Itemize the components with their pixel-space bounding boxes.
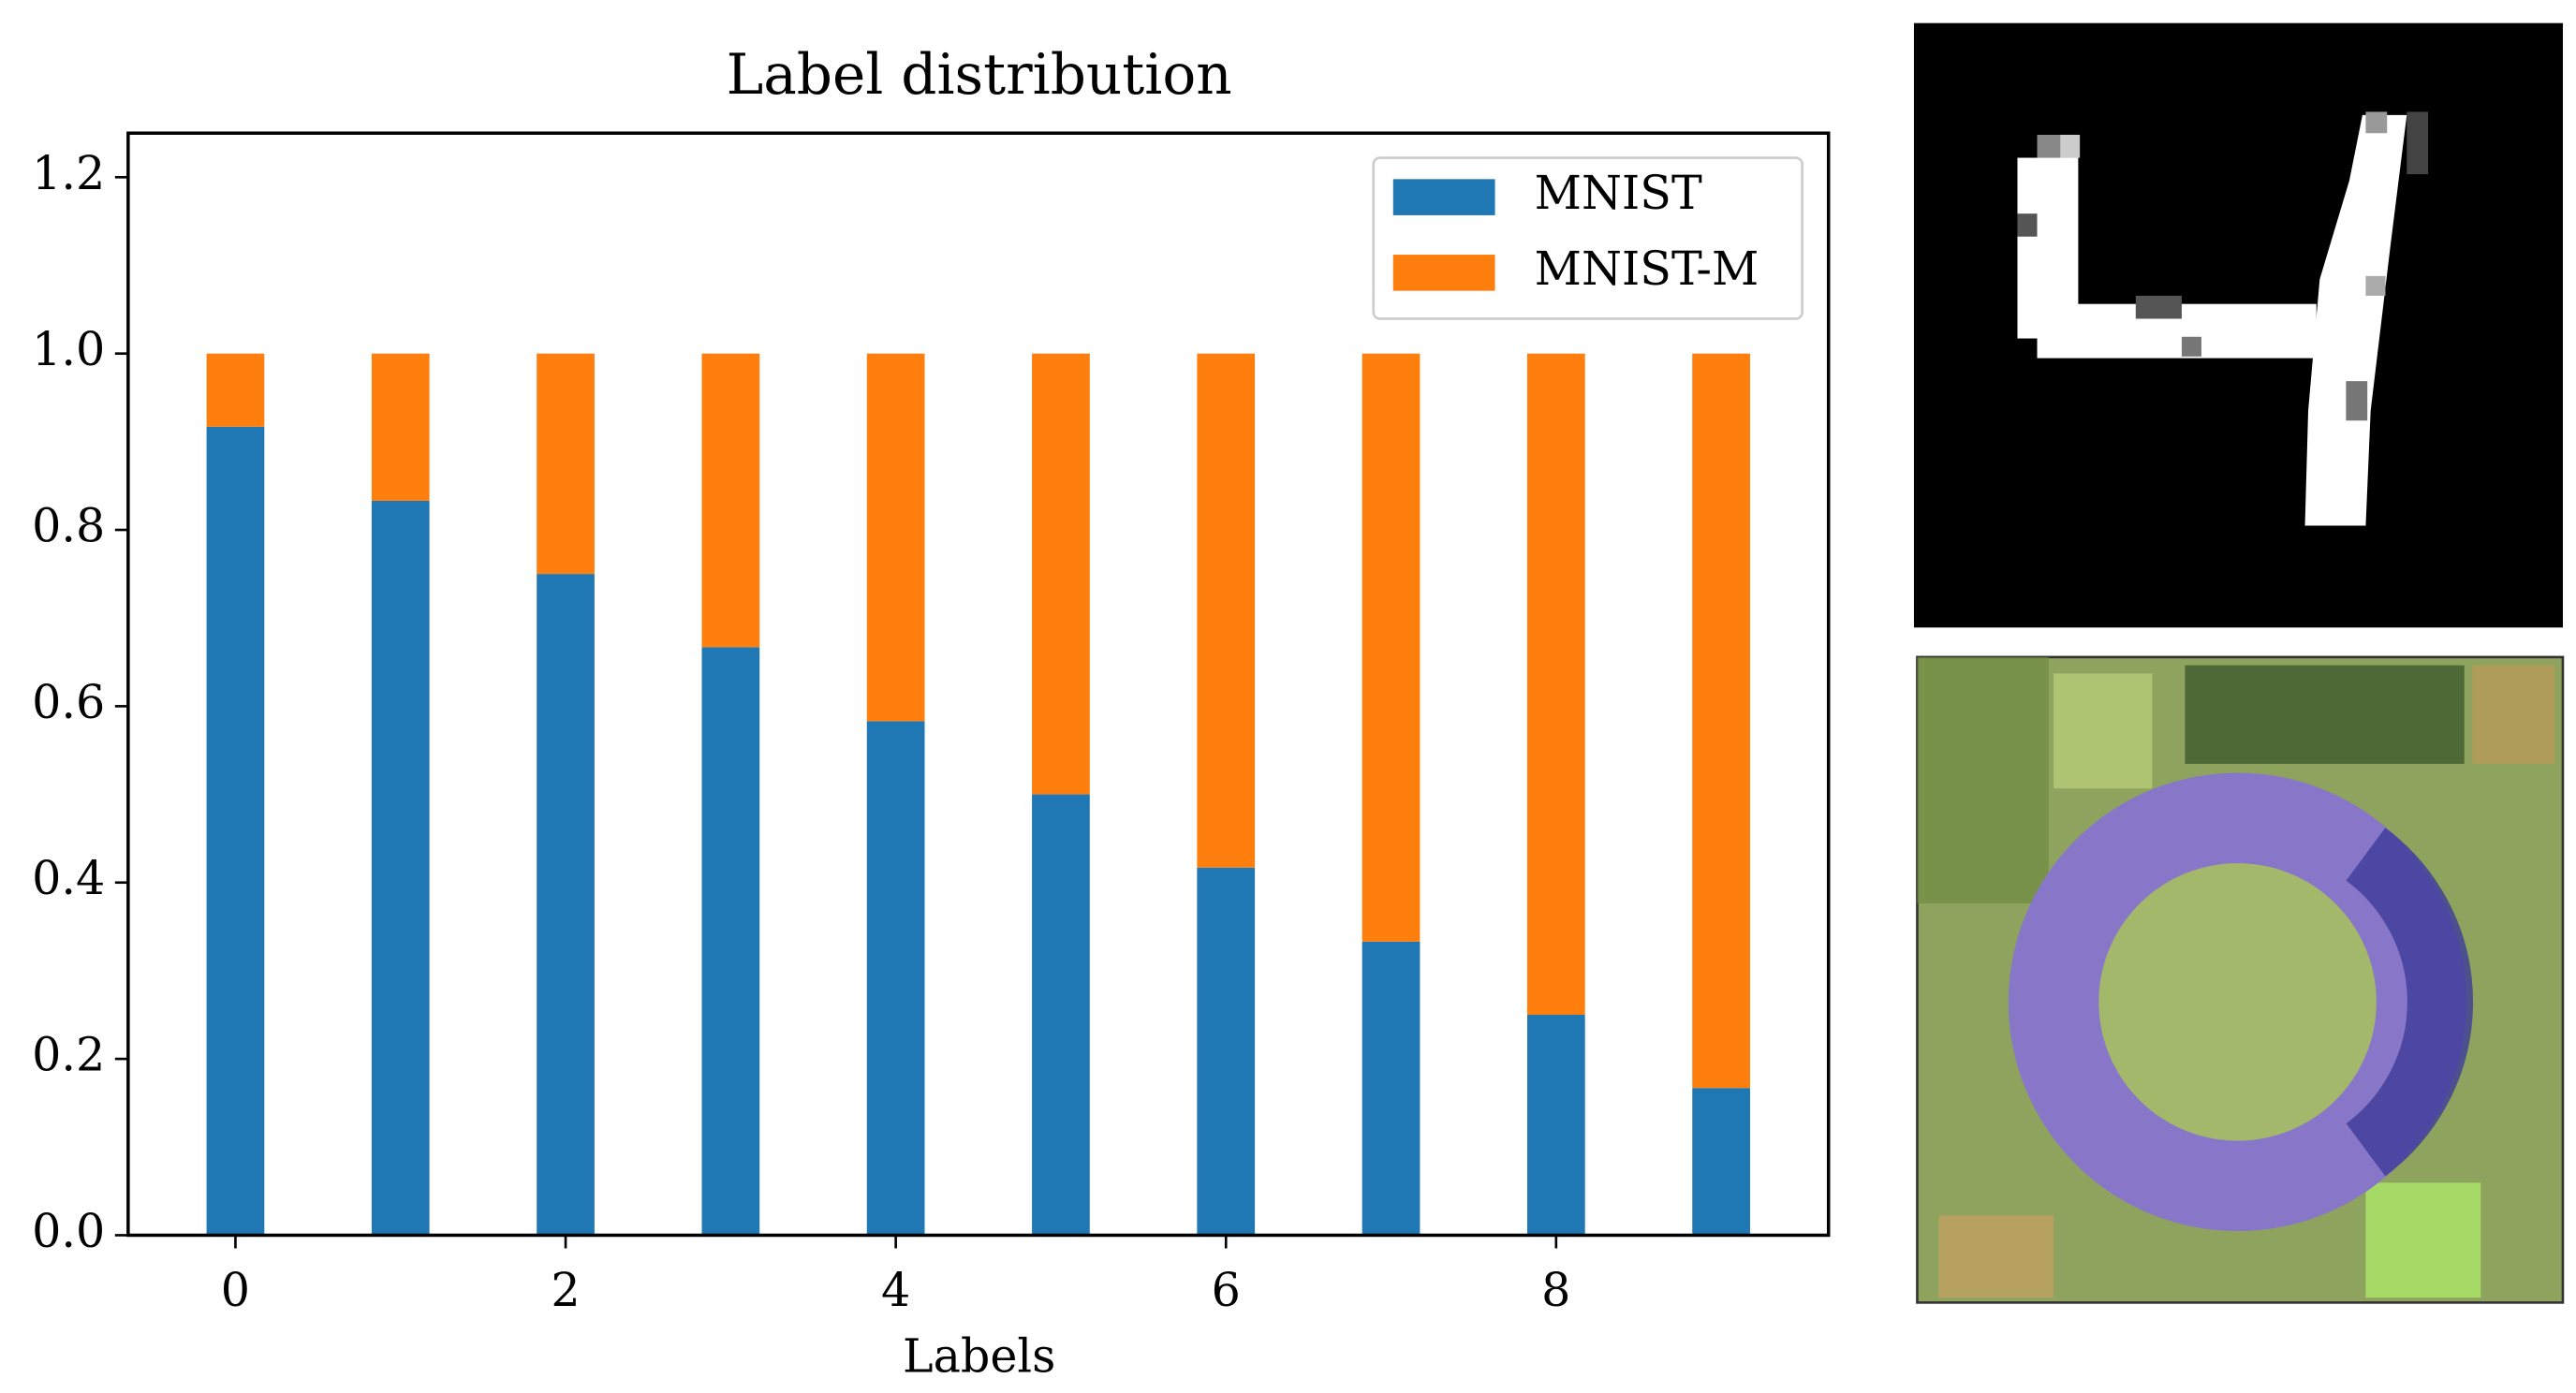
y-tick-label: 0.6 [32, 675, 105, 729]
bar-segment [701, 353, 760, 648]
x-tick-label: 4 [881, 1263, 910, 1317]
bar-segment [371, 353, 430, 501]
bar-segment [537, 353, 595, 575]
plot-area [206, 353, 1750, 1236]
bar-segment [1197, 867, 1256, 1236]
bar-segment [1526, 353, 1585, 1016]
mnist-sample-image [1913, 22, 2563, 628]
bar-segment [1526, 1015, 1585, 1236]
x-tick-label: 0 [221, 1263, 250, 1317]
chart-title: Label distribution [727, 43, 1232, 108]
y-tick-label: 0.0 [32, 1204, 105, 1258]
bar-segment [1692, 1088, 1750, 1236]
y-tick-label: 0.2 [32, 1028, 105, 1082]
bar-segment [1362, 941, 1420, 1236]
y-tick-label: 1.0 [32, 322, 105, 376]
mnist-m-sample-image [1916, 655, 2565, 1304]
bar-segment [1692, 353, 1750, 1089]
bar-segment [371, 500, 430, 1236]
legend-label: MNIST [1535, 166, 1702, 220]
y-tick-label: 0.8 [32, 499, 105, 553]
bar-segment [1197, 353, 1256, 868]
bar-segment [866, 353, 925, 722]
bar-segment [1032, 353, 1090, 795]
x-axis-label: Labels [903, 1328, 1055, 1383]
axes-frame [126, 131, 1831, 1238]
bar-segment [701, 647, 760, 1236]
x-tick-label: 2 [551, 1263, 580, 1317]
bar-segment [206, 426, 265, 1236]
y-tick-label: 0.4 [32, 851, 105, 905]
legend-label: MNIST-M [1535, 242, 1759, 296]
bar-segment [866, 721, 925, 1236]
y-tick-label: 1.2 [32, 146, 105, 200]
bar-segment [1362, 353, 1420, 942]
bar-segment [1032, 794, 1090, 1236]
bar-segment [206, 353, 265, 427]
legend-swatch [1392, 255, 1495, 291]
x-tick-label: 6 [1212, 1263, 1241, 1317]
bar-segment [537, 574, 595, 1236]
x-tick-label: 8 [1541, 1263, 1570, 1317]
legend-swatch [1392, 179, 1495, 215]
